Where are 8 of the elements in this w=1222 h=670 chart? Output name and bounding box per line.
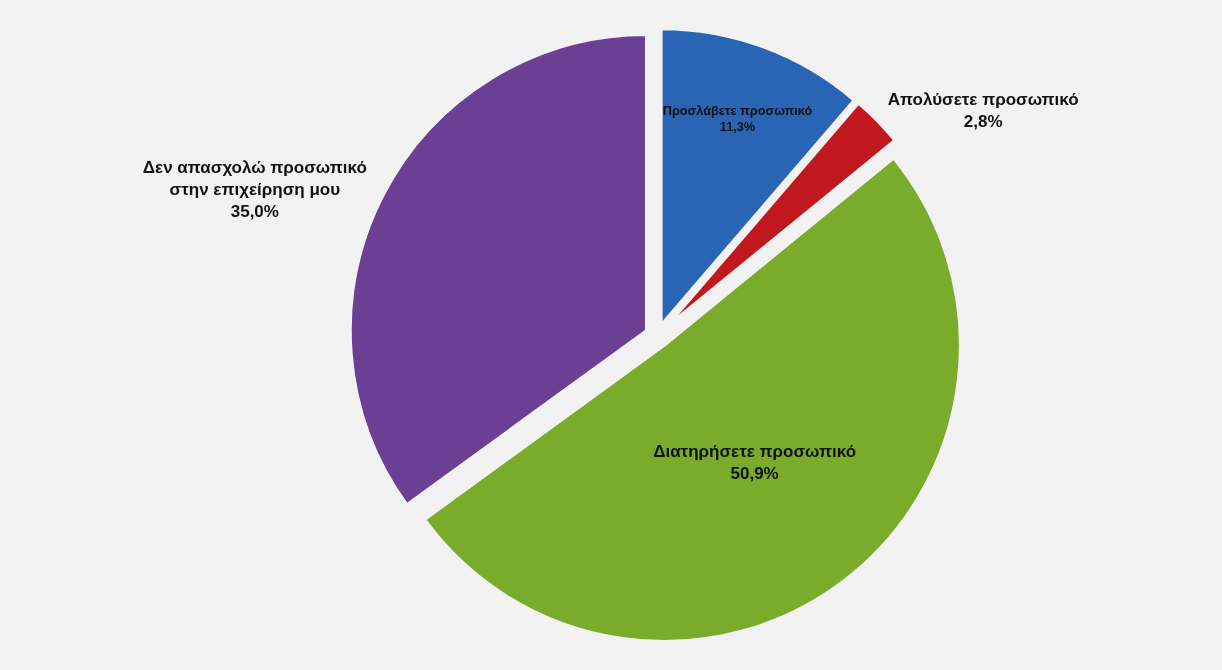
slice-label: Δεν απασχολώ προσωπικό στην επιχείρηση μου [142, 158, 367, 200]
data-label: 35,0% [230, 202, 279, 222]
slice-label: Απολύσετε προσωπικό [887, 90, 1079, 110]
data-label: 11,3% [719, 119, 756, 135]
data-label: 2,8% [963, 112, 1003, 132]
slice-label: Διατηρήσετε προσωπικό [653, 442, 857, 462]
slice-label: Προσλάβετε προσωπικό [662, 102, 813, 118]
data-label: 50,9% [730, 464, 779, 484]
